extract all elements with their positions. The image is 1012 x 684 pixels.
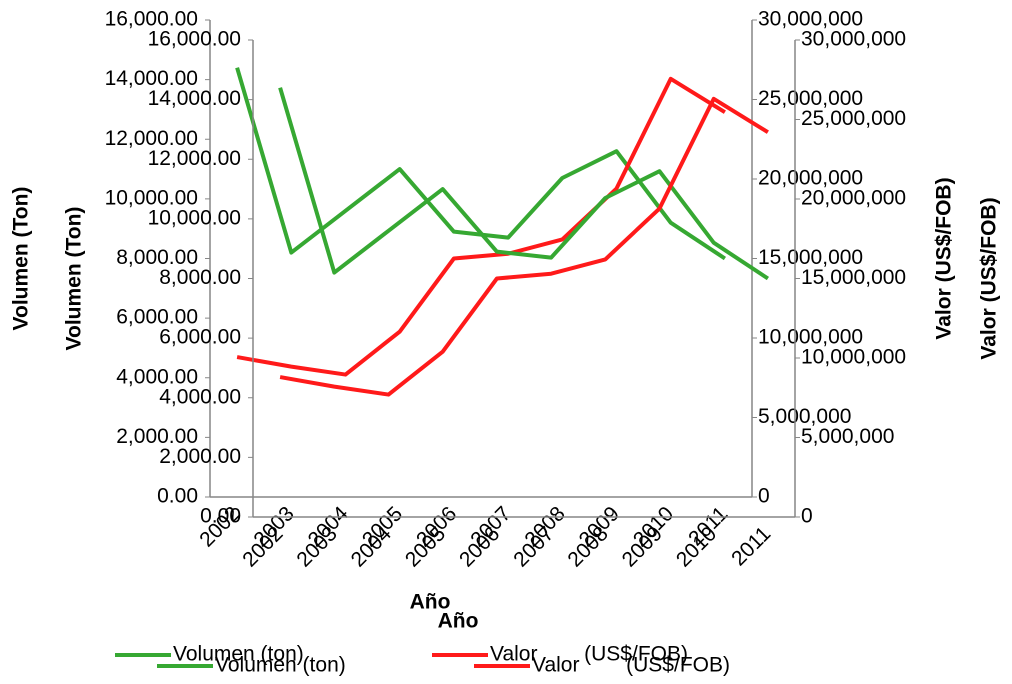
legend-label: Valor (US$/FOB) bbox=[532, 654, 730, 677]
y-tick-label: 0.00 bbox=[157, 485, 198, 508]
y2-tick-label: 15,000,000 bbox=[801, 266, 906, 289]
y-tick-label: 6,000.00 bbox=[159, 326, 241, 349]
y-tick-label: 4,000.00 bbox=[116, 365, 198, 388]
y2-tick-label: 20,000,000 bbox=[758, 167, 863, 190]
y-tick-label: 14,000.00 bbox=[105, 67, 198, 90]
y-tick-label: 12,000.00 bbox=[148, 147, 241, 170]
y2-tick-label: 5,000,000 bbox=[758, 405, 851, 428]
y-axis-title: Volumen (Ton) bbox=[63, 207, 86, 351]
y-tick-label: 4,000.00 bbox=[159, 385, 241, 408]
y2-tick-label: 10,000,000 bbox=[758, 326, 863, 349]
y2-tick-label: 10,000,000 bbox=[801, 346, 906, 369]
y-tick-label: 0.00 bbox=[200, 505, 241, 528]
y-tick-label: 8,000.00 bbox=[159, 266, 241, 289]
y-tick-label: 2,000.00 bbox=[116, 425, 198, 448]
series-line bbox=[236, 76, 726, 377]
series-line bbox=[235, 67, 727, 261]
legend-label: Valor (US$/FOB) bbox=[490, 643, 688, 666]
y2-tick-label: 25,000,000 bbox=[758, 87, 863, 110]
y2-tick-label: 15,000,000 bbox=[758, 246, 863, 269]
y2-axis-title: Valor (US$/FOB) bbox=[933, 177, 956, 339]
y2-tick-label: 25,000,000 bbox=[801, 107, 906, 130]
legend-label: Volumen (ton) bbox=[215, 654, 346, 677]
x-axis-title: Año bbox=[410, 591, 451, 614]
y-tick-label: 16,000.00 bbox=[148, 28, 241, 51]
y2-tick-label: 5,000,000 bbox=[801, 425, 894, 448]
y2-tick-label: 0 bbox=[801, 505, 813, 528]
y-tick-label: 14,000.00 bbox=[148, 87, 241, 110]
series-line bbox=[278, 87, 770, 281]
y-axis-title: Volumen (Ton) bbox=[10, 187, 33, 331]
y-tick-label: 10,000.00 bbox=[148, 206, 241, 229]
y2-tick-label: 0 bbox=[758, 485, 770, 508]
y-tick-label: 2,000.00 bbox=[159, 445, 241, 468]
y-tick-label: 12,000.00 bbox=[105, 127, 198, 150]
y2-tick-label: 20,000,000 bbox=[801, 187, 906, 210]
x-tick-label: 2011 bbox=[727, 522, 775, 570]
y-tick-label: 8,000.00 bbox=[116, 246, 198, 269]
y-tick-label: 10,000.00 bbox=[105, 186, 198, 209]
y2-tick-label: 30,000,000 bbox=[801, 28, 906, 51]
y2-tick-label: 30,000,000 bbox=[758, 8, 863, 31]
series-line bbox=[279, 96, 769, 397]
legend-label: Volumen (ton) bbox=[173, 643, 304, 666]
x-axis-title: Año bbox=[438, 610, 479, 633]
y2-axis-title: Valor (US$/FOB) bbox=[978, 197, 1001, 359]
y-tick-label: 6,000.00 bbox=[116, 306, 198, 329]
y-tick-label: 16,000.00 bbox=[105, 8, 198, 31]
